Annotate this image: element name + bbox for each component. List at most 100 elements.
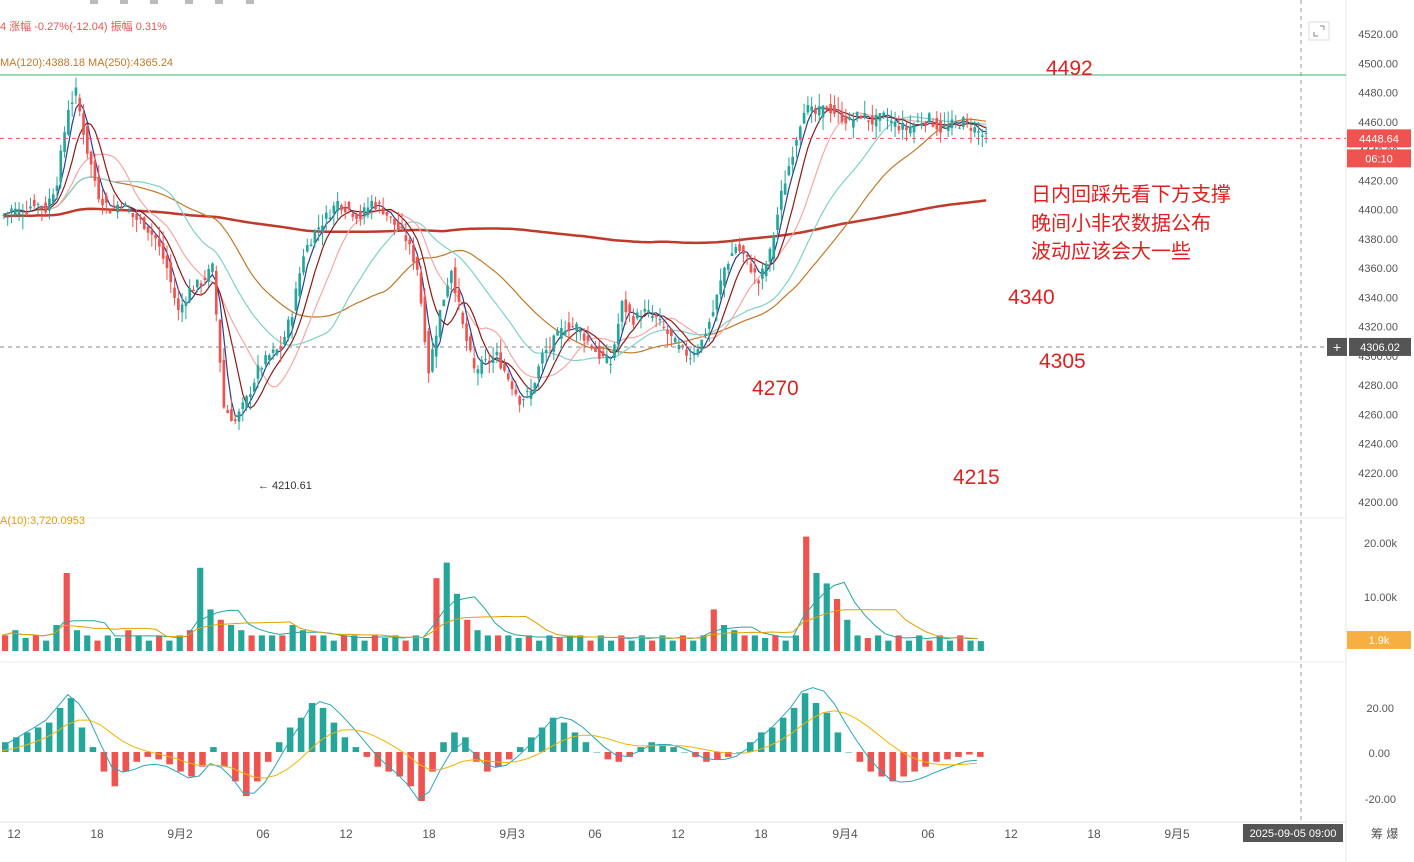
- toolbar-icon[interactable]: [120, 0, 128, 4]
- volume-bar: [125, 630, 132, 651]
- candle-body: [85, 126, 89, 154]
- candle-body: [491, 357, 495, 364]
- volume-bar: [474, 630, 481, 651]
- candle-body: [833, 105, 836, 114]
- candle-body: [146, 226, 150, 233]
- candle-body: [802, 112, 806, 124]
- macd-histogram-bar: [341, 737, 349, 752]
- macd-histogram-bar: [867, 752, 875, 772]
- candle-body: [237, 411, 241, 422]
- macd-histogram-bar: [746, 742, 754, 752]
- candle-body: [165, 255, 169, 269]
- volume-bar: [258, 635, 265, 651]
- macd-histogram-bar: [363, 752, 371, 757]
- volume-bar: [166, 640, 173, 651]
- macd-histogram-bar: [823, 712, 831, 752]
- macd-histogram-bar: [23, 732, 31, 752]
- volume-bars: [1, 536, 984, 651]
- candle-body: [222, 360, 226, 408]
- candle-body: [730, 253, 734, 256]
- volume-bar: [967, 640, 974, 651]
- price-axis-tick: 4420.00: [1358, 175, 1398, 187]
- toolbar-icon[interactable]: [150, 0, 158, 4]
- volume-bar: [279, 635, 286, 651]
- candle-body: [199, 283, 203, 287]
- candle-body: [351, 213, 355, 217]
- toolbar-icon[interactable]: [215, 0, 223, 4]
- candle-body: [233, 419, 237, 422]
- price-axis-tick: 4240.00: [1358, 439, 1398, 451]
- volume-bar: [443, 562, 450, 651]
- time-axis-label: 18: [754, 827, 768, 841]
- macd-dea-line: [1, 710, 978, 779]
- expand-icon[interactable]: [1308, 21, 1330, 41]
- macd-histogram-bar: [144, 752, 151, 757]
- candle-body: [214, 270, 218, 315]
- candle-body: [742, 245, 745, 255]
- candlesticks: [2, 77, 988, 430]
- add-icon[interactable]: +: [1333, 339, 1341, 355]
- candle-body: [575, 323, 578, 331]
- candle-body: [651, 315, 654, 319]
- toolbar-icon[interactable]: [246, 0, 254, 4]
- candle-body: [309, 244, 313, 247]
- volume-bar: [495, 635, 502, 651]
- candle-body: [897, 126, 901, 131]
- candle-body: [328, 217, 332, 220]
- candle-body: [359, 210, 362, 220]
- ma-line-teal: [3, 116, 987, 362]
- volume-axis-tick: 20.00k: [1364, 538, 1398, 550]
- candle-body: [772, 235, 776, 260]
- candle-body: [586, 336, 590, 341]
- volume-bar: [22, 638, 29, 651]
- candle-body: [958, 127, 961, 129]
- candle-body: [70, 102, 74, 105]
- candle-body: [249, 394, 252, 398]
- volume-bar: [618, 635, 625, 651]
- candle-body: [670, 328, 673, 336]
- candle-body: [252, 382, 256, 392]
- candle-body: [738, 244, 741, 252]
- candle-body: [605, 355, 609, 364]
- toolbar-icon[interactable]: [90, 0, 98, 4]
- price-axis-tick: 4480.00: [1358, 88, 1398, 100]
- volume-bar: [176, 635, 183, 651]
- macd-histogram-bar: [966, 752, 973, 755]
- macd-histogram-bar: [955, 752, 962, 757]
- macd-histogram-bar: [571, 732, 579, 752]
- candle-body: [939, 120, 942, 133]
- toolbar-icon[interactable]: [185, 0, 193, 4]
- candle-body: [628, 304, 631, 313]
- volume-bar: [197, 567, 204, 651]
- candle-body: [609, 364, 612, 366]
- volume-bar: [156, 635, 163, 651]
- crosshair-time-value: 2025-09-05 09:00: [1250, 828, 1337, 840]
- volume-bar: [320, 635, 327, 651]
- macd-histogram-bar: [122, 752, 130, 772]
- volume-bar: [382, 638, 389, 651]
- candle-body: [412, 245, 415, 263]
- candle-body: [889, 120, 893, 123]
- candle-body: [450, 270, 453, 283]
- top-toolbar[interactable]: [90, 0, 254, 4]
- macd-histogram-bar: [768, 727, 776, 752]
- candle-body: [639, 318, 643, 320]
- candle-body: [93, 161, 97, 181]
- candle-body: [74, 87, 78, 96]
- bottom-right-tools[interactable]: 筹 爆: [1371, 827, 1398, 841]
- candle-body: [362, 207, 366, 215]
- candle-body: [180, 304, 184, 313]
- macd-histogram-bar: [199, 752, 206, 767]
- candle-body: [871, 115, 874, 125]
- volume-bar: [515, 638, 522, 651]
- candle-body: [677, 345, 681, 350]
- candle-body: [643, 308, 647, 312]
- candle-body: [431, 349, 434, 372]
- price-axis-tick: 4460.00: [1358, 117, 1398, 129]
- macd-histogram-bar: [45, 722, 53, 752]
- candle-body: [764, 263, 768, 277]
- candle-body: [36, 204, 40, 206]
- volume-bar: [423, 638, 430, 651]
- candle-body: [142, 217, 146, 230]
